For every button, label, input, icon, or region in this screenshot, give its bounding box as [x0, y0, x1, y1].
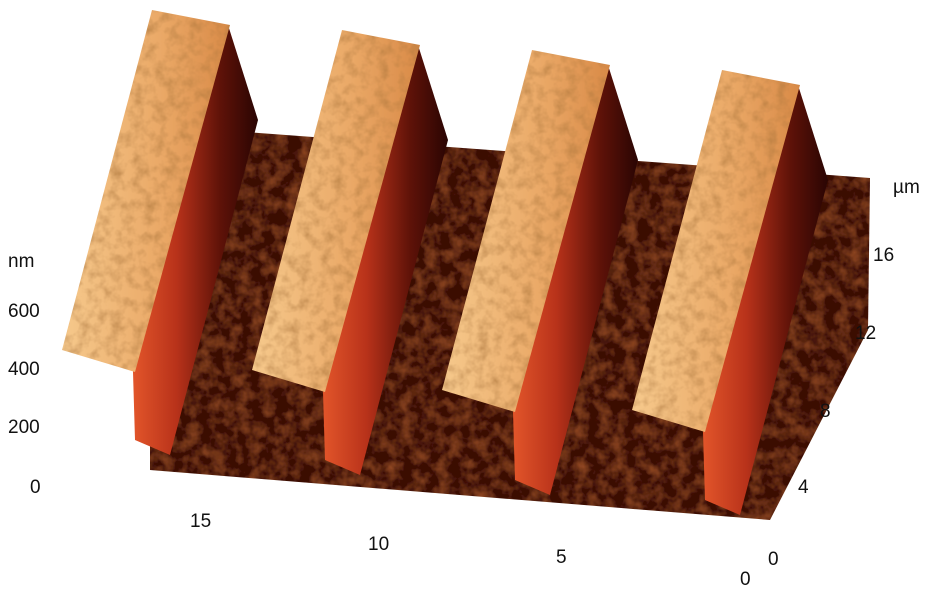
x-tick-label: 10: [368, 534, 389, 555]
page: {"z_axis": {"unit": "nm", "labels": ["60…: [0, 0, 937, 592]
y-tick-label: 8: [820, 401, 831, 422]
afm-3d-image: nm 600 400 200 0 15 10 5 0 0 4 8 12 16 µ…: [0, 0, 937, 592]
z-tick-label: 0: [30, 477, 41, 498]
z-tick-label: 200: [8, 417, 40, 438]
y-axis-unit: µm: [893, 177, 920, 198]
x-tick-label: 0: [740, 569, 751, 590]
y-tick-label: 4: [798, 477, 809, 498]
y-tick-label: 16: [873, 245, 894, 266]
y-tick-label: 0: [768, 549, 779, 570]
z-tick-label: 400: [8, 359, 40, 380]
x-tick-label: 15: [190, 511, 211, 532]
y-tick-label: 12: [855, 323, 876, 344]
z-axis-unit: nm: [8, 251, 34, 272]
z-tick-label: 600: [8, 301, 40, 322]
x-tick-label: 5: [556, 547, 567, 568]
